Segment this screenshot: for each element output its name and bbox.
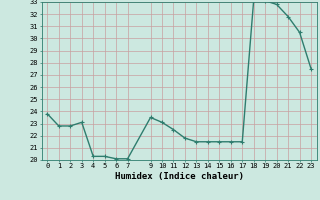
X-axis label: Humidex (Indice chaleur): Humidex (Indice chaleur) [115, 172, 244, 181]
